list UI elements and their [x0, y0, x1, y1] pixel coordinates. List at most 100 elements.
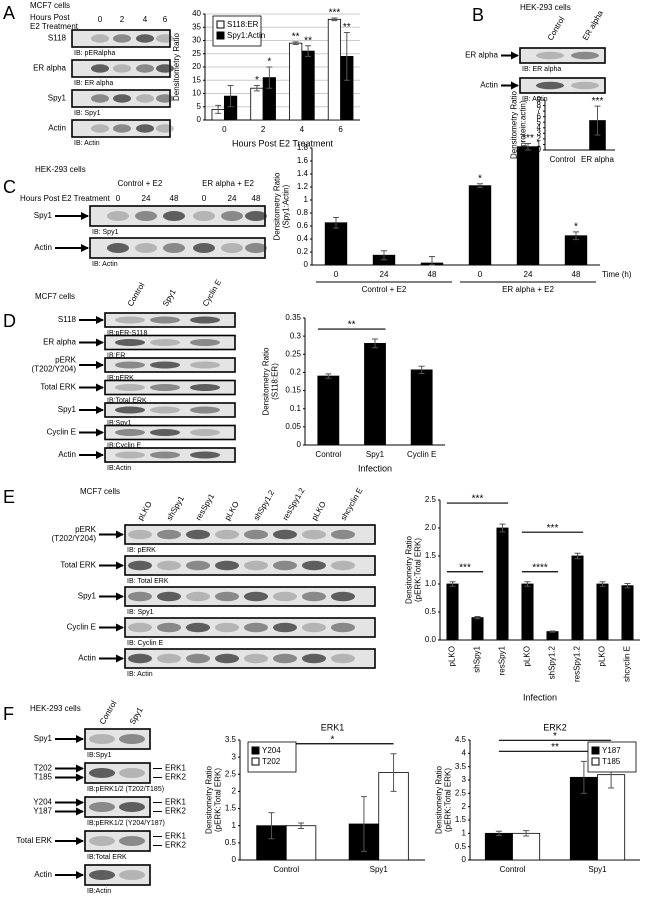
panel-letter: D [3, 311, 16, 331]
y-tick-label: 0.25 [285, 349, 301, 358]
ib-label: IB:ER [107, 352, 125, 359]
band [119, 802, 145, 812]
band [157, 653, 181, 664]
x-tick-label: 24 [380, 270, 389, 279]
band [136, 124, 154, 133]
band [331, 591, 355, 602]
error-bar [477, 183, 483, 189]
band [119, 734, 145, 744]
error-bar [268, 812, 275, 840]
error-bar [525, 142, 531, 151]
blot-box [124, 648, 376, 669]
significance: **** [532, 562, 548, 573]
ib-label: IB: pERalpha [74, 50, 115, 57]
band [244, 622, 268, 633]
bar [285, 825, 317, 861]
band [215, 591, 239, 602]
y-axis-label: (Spy1:Actin) [282, 184, 291, 228]
bar [289, 42, 303, 121]
x-tick-label: Control [315, 450, 341, 459]
y-tick-label: 1.2 [297, 182, 309, 191]
error-bar [523, 830, 530, 837]
row-label: Spy1 [58, 405, 77, 414]
ib-label: IB:Total ERK [107, 397, 147, 404]
ib-label: IB: Actin [74, 140, 100, 147]
ib-label: IB: pERK [127, 547, 156, 554]
legend-swatch [216, 31, 225, 40]
band [113, 64, 131, 73]
x-tick-label: Control [550, 155, 576, 164]
blot-box [84, 728, 151, 750]
ib-label: IB:pERK1/2 (Y204/Y187) [87, 820, 165, 827]
band [115, 384, 145, 391]
cell-line: HEK-293 cells [35, 165, 86, 174]
legend-label: Spy1:Actin [227, 31, 265, 40]
blot-box [104, 379, 236, 396]
row-label: ER alpha [465, 51, 498, 60]
significance: *** [329, 8, 341, 19]
band [157, 560, 181, 571]
significance: * [574, 221, 578, 232]
error-bar [325, 373, 332, 379]
row-label: Actin [78, 654, 96, 663]
band-label: ERK2 [165, 773, 186, 782]
lane-label: shSpy1 [165, 494, 186, 522]
y-tick-label: 3 [232, 752, 237, 761]
y-tick-label: 0.2 [290, 368, 302, 377]
band [190, 361, 220, 369]
band [135, 211, 157, 221]
y-tick-label: 9 [537, 95, 542, 104]
bar [516, 146, 540, 266]
band [302, 653, 326, 664]
y-tick-label: 4 [462, 748, 467, 757]
band [115, 406, 145, 414]
blot-header: E2 Treatment [30, 22, 79, 31]
blot-box [124, 617, 376, 638]
x-axis-label: Hours Post E2 Treatment [232, 138, 334, 148]
y-tick-label: 20 [192, 62, 201, 71]
x-tick-label: 0 [478, 270, 483, 279]
x-tick-label: pLKO [448, 646, 457, 666]
row-label: ER alpha [33, 64, 66, 73]
y-tick-label: 5 [197, 102, 202, 111]
y-tick-label: 0.5 [425, 607, 437, 616]
significance: ** [343, 22, 351, 33]
band [89, 768, 115, 778]
blot-box [84, 796, 151, 818]
band [150, 384, 180, 391]
band [190, 316, 220, 324]
error-bar [381, 250, 387, 261]
x-tick-label: Cyclin E [407, 450, 436, 459]
band [157, 529, 181, 540]
error-bar [524, 581, 531, 587]
band [571, 51, 599, 60]
band [190, 406, 220, 414]
band [186, 653, 210, 664]
lane-label: shcyclin E [339, 486, 365, 522]
band [273, 529, 297, 540]
band [89, 870, 115, 880]
y-tick-label: 10 [192, 89, 201, 98]
lane-label: Control [546, 15, 567, 42]
x-axis-label: Infection [358, 463, 392, 473]
row-label: Actin [48, 124, 66, 133]
band [215, 560, 239, 571]
band [157, 591, 181, 602]
ib-label: IB: Actin [127, 671, 153, 678]
bar [468, 185, 492, 266]
error-bar [390, 753, 397, 792]
bar [446, 583, 459, 641]
blot-box [519, 47, 606, 64]
y-tick-label: 0.5 [225, 838, 237, 847]
x-tick-label: 24 [524, 270, 533, 279]
blot-box [71, 119, 171, 138]
x-tick-label: shSpy1 [473, 645, 482, 672]
y-tick-label: 0.15 [285, 386, 301, 395]
significance: * [267, 57, 271, 68]
ib-label: IB:Spy1 [107, 420, 132, 427]
error-bar [429, 256, 435, 266]
band [221, 243, 243, 253]
row-label: Actin [34, 870, 52, 879]
row-label: T185 [34, 773, 53, 782]
y-tick-label: 1.5 [225, 804, 237, 813]
